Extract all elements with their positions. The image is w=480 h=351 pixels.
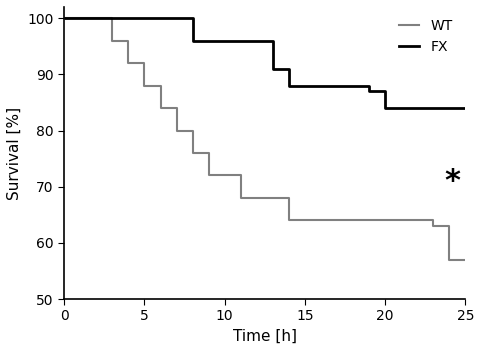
Legend: WT, FX: WT, FX bbox=[392, 14, 457, 60]
Y-axis label: Survival [%]: Survival [%] bbox=[7, 106, 22, 200]
X-axis label: Time [h]: Time [h] bbox=[232, 329, 296, 344]
Text: *: * bbox=[444, 167, 459, 196]
